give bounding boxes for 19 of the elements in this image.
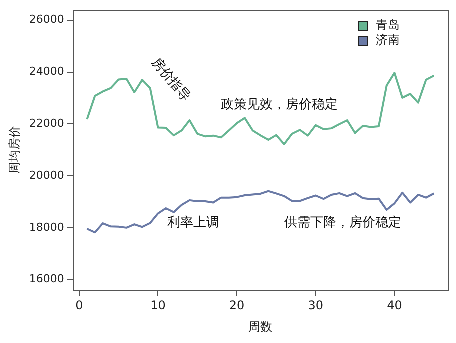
y-tick-label: 16000	[29, 272, 64, 286]
x-tick-label: 10	[150, 298, 166, 313]
x-tick-label: 0	[76, 298, 84, 313]
x-tick-label: 20	[229, 298, 245, 313]
x-tick-label: 30	[308, 298, 324, 313]
y-tick-label: 26000	[29, 13, 64, 26]
legend-label: 青岛	[376, 18, 400, 32]
annotation: 政策见效，房价稳定	[220, 96, 338, 113]
legend-label: 济南	[376, 33, 400, 48]
annotation: 供需下降，房价稳定	[284, 214, 402, 230]
y-axis-title: 周均房价	[7, 126, 22, 174]
y-tick-label: 20000	[29, 168, 64, 182]
y-tick-label: 22000	[29, 117, 64, 130]
y-tick-label: 18000	[29, 220, 64, 234]
annotation: 利率上调	[167, 214, 220, 230]
annotation: 房价指导	[148, 54, 194, 105]
x-tick-label: 40	[387, 298, 402, 313]
x-axis-title: 周数	[248, 320, 273, 334]
y-tick-label: 24000	[29, 65, 64, 78]
